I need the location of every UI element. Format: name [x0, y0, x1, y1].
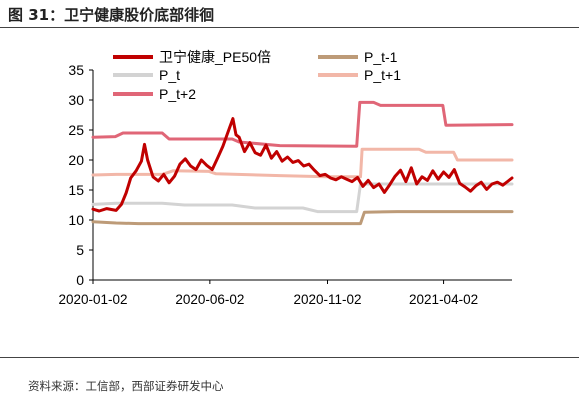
- bottom-rule: [0, 357, 579, 358]
- top-rule: [0, 27, 579, 28]
- source-note: 资料来源：工信部，西部证券研发中心: [28, 379, 224, 393]
- legend-label: P_t+2: [159, 86, 196, 102]
- chart-series: [91, 100, 514, 226]
- series-line-p-t-1: [91, 210, 514, 226]
- series-line-p-t-2: [91, 100, 514, 148]
- y-tick-label: 10: [68, 212, 84, 228]
- x-tick-label: 2020-11-02: [293, 292, 361, 307]
- y-tick-label: 35: [68, 62, 84, 78]
- x-tick-label: 2020-01-02: [58, 292, 127, 307]
- series-line-p-t: [91, 182, 514, 214]
- legend-label: P_t: [159, 67, 180, 83]
- legend-label: P_t-1: [364, 49, 398, 65]
- y-tick-label: 25: [68, 122, 84, 138]
- chart-legend: 卫宁健康_PE50倍 P_t-1 P_t P_t+1 P_t+2: [113, 49, 401, 102]
- x-tick-label: 2021-04-02: [409, 292, 478, 307]
- figure-title: 图 31：卫宁健康股价底部徘徊: [8, 6, 215, 24]
- legend-label: 卫宁健康_PE50倍: [159, 49, 271, 65]
- x-tick-label: 2020-06-02: [175, 292, 244, 307]
- legend-label: P_t+1: [364, 67, 401, 83]
- y-tick-label: 20: [68, 152, 84, 168]
- y-tick-label: 15: [68, 182, 84, 198]
- y-tick-label: 5: [76, 242, 84, 258]
- series-line-wnjk-pe50-: [91, 117, 514, 213]
- chart-axes: 0 5 10 15 20 25 30 35 2020-01-02 2020-06-02 2020-1…: [58, 62, 512, 307]
- y-tick-label: 30: [68, 92, 84, 108]
- y-tick-label: 0: [76, 272, 84, 288]
